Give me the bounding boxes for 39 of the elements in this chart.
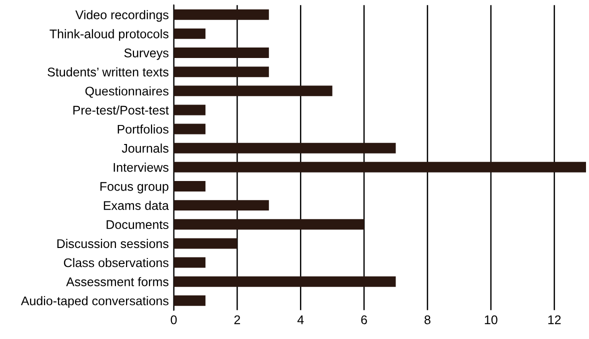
y-tick-label: Audio-taped conversations [20, 296, 168, 308]
x-tick-label: 4 [297, 316, 304, 324]
x-tick-label: 2 [234, 315, 240, 324]
y-tick-label: Assessment forms [66, 277, 168, 286]
bar [174, 48, 269, 58]
y-tick-label: Exams data [104, 200, 169, 210]
y-tick-label: Pre-test/Post-test [73, 105, 169, 115]
x-tick-label: 10 [484, 315, 498, 324]
bar [174, 124, 206, 134]
y-tick-label: Documents [106, 220, 168, 230]
bar [174, 238, 238, 249]
bar [174, 142, 396, 154]
bar [174, 28, 206, 39]
bar [174, 104, 206, 116]
y-tick-label: Discussion sessions [57, 238, 168, 248]
y-tick-label: Questionnaires [85, 86, 168, 98]
y-tick-label: Surveys [124, 48, 168, 60]
x-tick-label: 0 [170, 315, 177, 324]
y-tick-label: Class observations [64, 258, 168, 268]
y-tick-label: Video recordings [75, 10, 168, 22]
bar [174, 276, 396, 287]
bar [174, 257, 206, 268]
bar [174, 180, 206, 192]
x-tick-label: 8 [424, 315, 430, 324]
x-tick-label: 6 [361, 315, 367, 324]
y-tick-label: Students’ written texts [48, 67, 168, 76]
bar [174, 200, 269, 211]
bar [174, 9, 269, 20]
y-tick-label: Interviews [114, 162, 168, 172]
bar [174, 295, 206, 306]
y-tick-label: Portfolios [118, 124, 168, 134]
bar [174, 162, 586, 172]
bar [174, 219, 364, 230]
y-tick-label: Focus group [100, 182, 168, 194]
x-tick-label: 12 [548, 315, 561, 324]
y-tick-label: Journals [122, 144, 168, 153]
bar [174, 86, 332, 96]
y-tick-label: Think-aloud protocols [50, 29, 168, 41]
bar [174, 66, 269, 78]
